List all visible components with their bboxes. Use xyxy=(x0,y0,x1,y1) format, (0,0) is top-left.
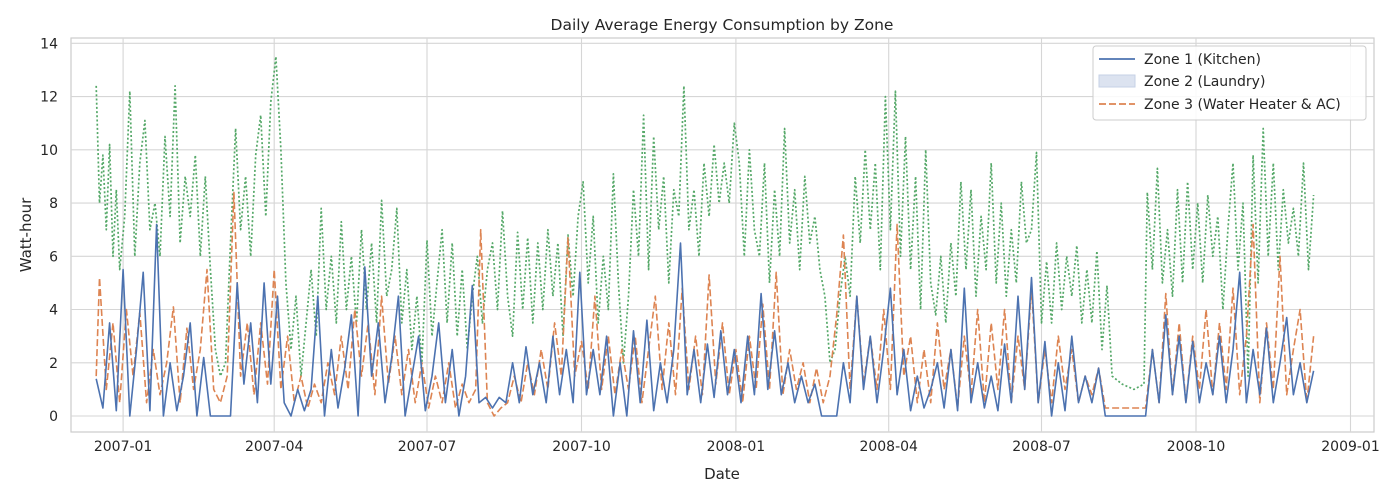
x-tick-label: 2007-10 xyxy=(552,439,611,455)
y-axis-title: Watt-hour xyxy=(17,197,35,272)
legend-label-zone-3: Zone 3 (Water Heater & AC) xyxy=(1144,97,1341,113)
legend-swatch-zone-2 xyxy=(1098,74,1136,88)
y-tick-label: 6 xyxy=(49,249,58,265)
x-tick-labels: 2007-01 2007-04 2007-07 2007-10 2008-01 2008-… xyxy=(94,439,1380,455)
series-lines xyxy=(95,55,1315,417)
y-tick-label: 12 xyxy=(40,90,58,106)
y-tick-label: 8 xyxy=(49,196,58,212)
y-tick-label: 14 xyxy=(40,36,58,52)
legend-label-zone-1: Zone 1 (Kitchen) xyxy=(1144,52,1261,68)
y-tick-label: 4 xyxy=(49,303,58,319)
legend-box xyxy=(1092,45,1367,121)
chart-title: Daily Average Energy Consumption by Zone xyxy=(551,16,894,34)
x-tick-label: 2008-07 xyxy=(1012,439,1071,455)
x-tick-label: 2007-07 xyxy=(398,439,457,455)
x-tick-label: 2008-10 xyxy=(1167,439,1226,455)
x-tick-label: 2007-04 xyxy=(245,439,304,455)
x-tick-label: 2007-01 xyxy=(94,439,153,455)
series-line-2 xyxy=(95,55,1315,391)
y-tick-label: 2 xyxy=(49,356,58,372)
series-line-0 xyxy=(95,223,1315,417)
y-tick-label: 0 xyxy=(49,409,58,425)
y-tick-label: 10 xyxy=(40,143,58,159)
legend: Zone 1 (Kitchen) Zone 2 (Laundry) Zone 3… xyxy=(1092,45,1367,121)
x-tick-label: 2008-04 xyxy=(859,439,918,455)
x-tick-label: 2008-01 xyxy=(707,439,766,455)
x-axis-title: Date xyxy=(704,465,740,483)
legend-label-zone-2: Zone 2 (Laundry) xyxy=(1144,74,1265,90)
x-tick-label: 2009-01 xyxy=(1321,439,1380,455)
y-tick-labels: 0 2 4 6 8 10 12 14 xyxy=(40,36,58,425)
